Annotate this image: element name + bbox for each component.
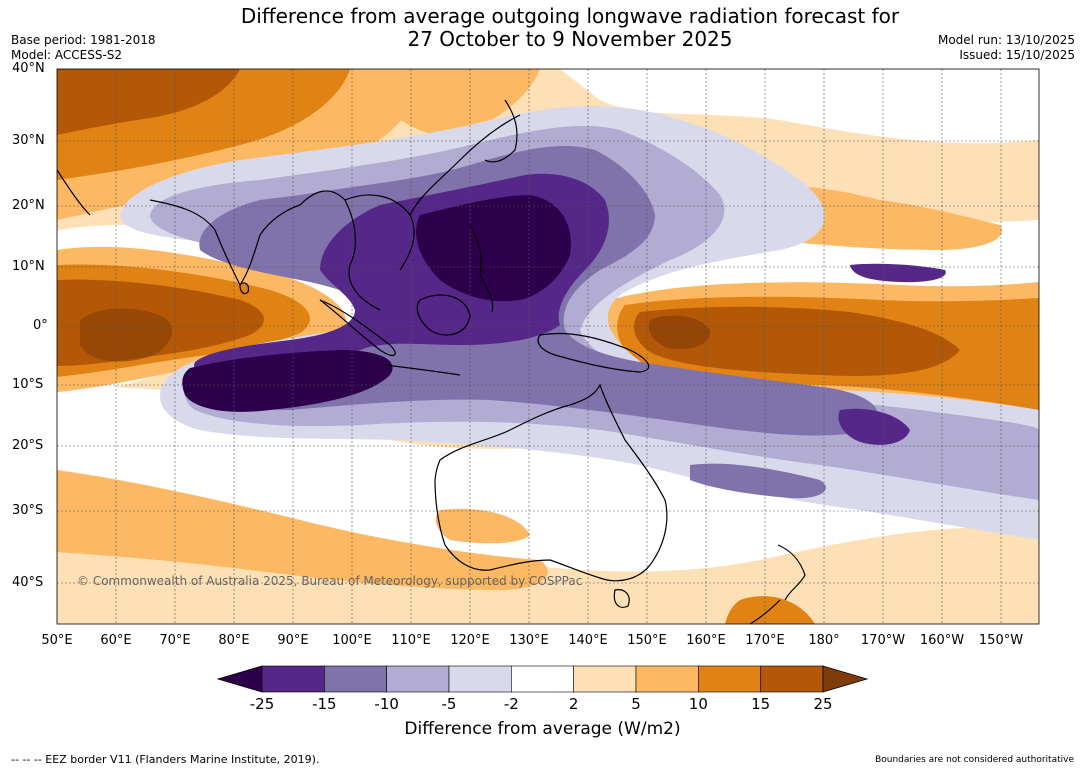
lon-label: 140°E — [568, 633, 608, 648]
colorbar-swatch — [448, 665, 512, 693]
lon-label: 50°E — [41, 633, 73, 648]
lon-label: 110°E — [391, 633, 431, 648]
lon-label: 80°E — [218, 633, 250, 648]
colorbar-tick: -2 — [503, 695, 519, 713]
colorbar-swatch — [698, 665, 761, 693]
coastlines — [57, 99, 806, 624]
colorbar-swatch — [324, 665, 387, 693]
colorbar-tick: 10 — [688, 695, 708, 713]
lon-label: 70°E — [159, 633, 191, 648]
base-period: Base period: 1981-2018 — [11, 33, 156, 47]
lat-label: 10°N — [12, 259, 45, 274]
colorbar-swatch — [573, 665, 637, 693]
colorbar — [216, 665, 869, 693]
colorbar-swatch — [511, 665, 574, 693]
colorbar-tick: 25 — [813, 695, 833, 713]
lon-label: 150°E — [627, 633, 667, 648]
lat-label: 20°S — [12, 438, 44, 453]
chart-title-line2: 27 October to 9 November 2025 — [407, 27, 733, 51]
lon-label: 170°E — [745, 633, 785, 648]
colorbar-swatch — [635, 665, 699, 693]
model-run: Model run: 13/10/2025 — [937, 33, 1075, 47]
lat-label: 30°S — [12, 503, 44, 518]
colorbar-tick: -15 — [312, 695, 337, 713]
lat-label: 40°S — [12, 575, 44, 590]
colorbar-swatch — [261, 665, 325, 693]
footer-boundaries-note: Boundaries are not considered authoritat… — [875, 755, 1074, 765]
map-frame — [56, 68, 1040, 625]
lon-label: 160°W — [919, 633, 965, 648]
colorbar-extend-min — [216, 665, 263, 693]
lon-label: 170°W — [860, 633, 906, 648]
lat-label: 0° — [33, 318, 48, 333]
footer-eez-note: -- -- -- EEZ border V11 (Flanders Marine… — [11, 753, 320, 766]
lon-label: 100°E — [332, 633, 372, 648]
lon-label: 130°E — [509, 633, 549, 648]
lon-label: 120°E — [450, 633, 490, 648]
colorbar-tick: 15 — [751, 695, 771, 713]
lon-label: 60°E — [100, 633, 132, 648]
colorbar-tick: -10 — [374, 695, 399, 713]
lat-label: 20°N — [12, 198, 45, 213]
colorbar-title: Difference from average (W/m2) — [404, 719, 681, 739]
colorbar-tick: 5 — [631, 695, 641, 713]
lon-label: 180° — [808, 633, 840, 648]
model-name: Model: ACCESS-S2 — [11, 48, 123, 62]
graticule — [57, 69, 1039, 624]
lat-label: 10°S — [12, 377, 44, 392]
colorbar-swatch — [760, 665, 824, 693]
colorbar-tick: -25 — [249, 695, 275, 713]
issued-date: Issued: 15/10/2025 — [959, 48, 1075, 62]
copyright-notice: © Commonwealth of Australia 2025, Bureau… — [77, 574, 583, 588]
colorbar-tick: 2 — [568, 695, 579, 713]
colorbar-tick: -5 — [441, 695, 457, 713]
lat-label: 30°N — [12, 133, 45, 148]
colorbar-extend-max — [822, 665, 869, 693]
lon-label: 160°E — [686, 633, 726, 648]
anomaly-field — [57, 69, 1039, 624]
lat-label: 40°N — [12, 61, 45, 76]
lon-label: 90°E — [277, 633, 309, 648]
lon-label: 150°W — [978, 633, 1024, 648]
colorbar-swatch — [386, 665, 450, 693]
chart-title-line1: Difference from average outgoing longwav… — [240, 4, 900, 28]
